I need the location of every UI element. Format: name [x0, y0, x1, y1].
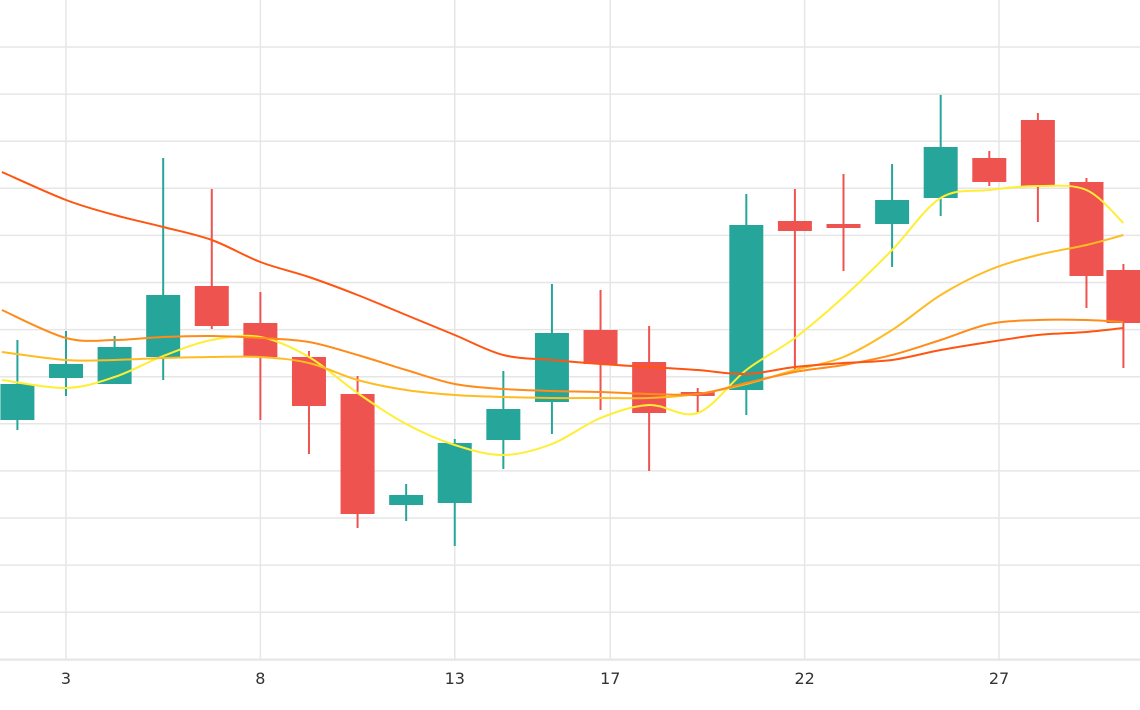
ma-line-20 — [1, 309, 1124, 396]
ma-line-10 — [1, 234, 1124, 400]
ma-line-30 — [1, 171, 1124, 376]
x-axis-ticks: 3 8 13 17 22 27 — [61, 669, 1009, 688]
candle — [826, 174, 861, 271]
candle — [49, 331, 83, 396]
candle-body-up — [729, 225, 764, 390]
candle-body-up — [146, 295, 181, 357]
grid — [0, 0, 1140, 661]
candle — [389, 484, 424, 521]
candle-body-up — [97, 347, 132, 384]
candle — [486, 371, 521, 469]
candle — [729, 194, 764, 415]
candle-body-up — [0, 384, 35, 420]
candles — [0, 95, 1140, 546]
x-tick-label: 13 — [445, 669, 465, 688]
candle — [1106, 264, 1140, 368]
candle — [777, 189, 812, 370]
candle-body-up — [49, 364, 83, 378]
candle-body-down — [777, 221, 812, 231]
candle-body-up — [923, 147, 958, 198]
candle-body-down — [1069, 182, 1104, 276]
candle — [1020, 113, 1055, 222]
candle-body-up — [486, 409, 521, 440]
candle-body-up — [437, 443, 472, 503]
candle-body-down — [194, 286, 229, 326]
x-tick-label: 22 — [794, 669, 814, 688]
candle — [583, 290, 618, 410]
candle-body-down — [1020, 120, 1055, 186]
candle-body-up — [875, 200, 910, 224]
x-tick-label: 8 — [255, 669, 265, 688]
candle — [972, 151, 1007, 186]
candle-body-down — [583, 330, 618, 364]
x-tick-label: 27 — [989, 669, 1009, 688]
candle — [923, 95, 958, 216]
moving-averages — [1, 171, 1125, 457]
x-tick-label: 17 — [600, 669, 620, 688]
candle-body-down — [972, 158, 1007, 182]
candle-body-down — [340, 394, 375, 514]
candle — [340, 376, 375, 528]
candle — [437, 439, 472, 546]
candle-body-up — [389, 495, 424, 505]
candle — [291, 351, 326, 454]
candle-body-down — [1106, 270, 1140, 323]
x-tick-label: 3 — [61, 669, 71, 688]
candle — [146, 158, 181, 380]
ma-line-5 — [1, 184, 1125, 457]
candle — [194, 189, 229, 329]
candle-body-down — [826, 224, 861, 228]
